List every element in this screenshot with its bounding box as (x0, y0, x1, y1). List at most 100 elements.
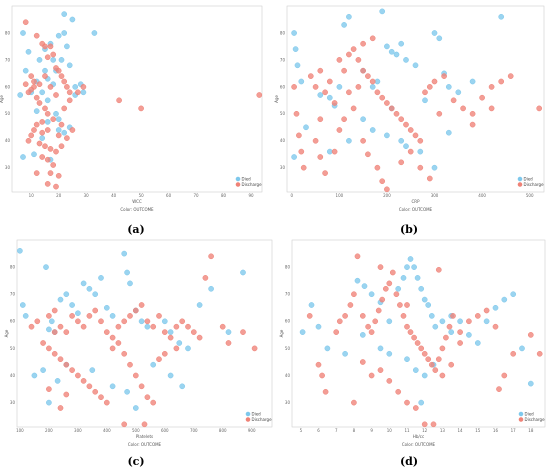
x-axis-label: Hb/cc (413, 434, 424, 439)
x-tick-label: 16 (493, 428, 499, 433)
scatter-point (42, 105, 48, 112)
scatter-point (483, 318, 490, 325)
scatter-point (428, 361, 435, 368)
scatter-point (127, 313, 133, 319)
scatter-point (124, 269, 130, 276)
scatter-point (360, 137, 366, 144)
scatter-point (355, 57, 362, 63)
scatter-point (407, 127, 414, 133)
y-tick-label: 60 (280, 84, 286, 89)
x-tick-label: 500 (526, 193, 534, 198)
scatter-point (55, 127, 62, 133)
scatter-point (92, 291, 99, 298)
x-tick-label: 14 (458, 428, 464, 433)
scatter-point (63, 291, 70, 298)
y-tick-label: 50 (280, 111, 286, 116)
scatter-point (98, 275, 104, 281)
x-tick-label: 900 (248, 428, 256, 433)
scatter-point (132, 405, 139, 411)
scatter-point (138, 302, 145, 308)
series-died (17, 247, 246, 411)
scatter-point (44, 156, 51, 163)
x-tick-label: 700 (190, 428, 198, 433)
scatter-point (404, 323, 410, 330)
scatter-point (40, 340, 46, 346)
scatter-point (89, 367, 96, 373)
legend-label-died: Died (252, 411, 262, 416)
scatter-point (425, 356, 432, 363)
scatter-point (388, 105, 395, 112)
y-axis-label: Age (274, 95, 279, 103)
scatter-point (315, 323, 322, 330)
scatter-point (361, 283, 368, 289)
x-tick-label: 100 (336, 193, 344, 198)
scatter-point (379, 178, 386, 185)
scatter-point (432, 323, 439, 330)
scatter-point (109, 313, 116, 319)
scatter-point (375, 307, 382, 314)
scatter-point (202, 275, 209, 281)
scatter-point (156, 313, 162, 319)
scatter-point (446, 323, 453, 330)
scatter-point (428, 313, 435, 319)
scatter-point (350, 105, 357, 112)
scatter-point (333, 329, 340, 335)
y-tick-label: 80 (10, 265, 16, 270)
scatter-point (61, 78, 68, 85)
y-tick-label: 60 (285, 319, 291, 324)
scatter-point (33, 121, 40, 128)
scatter-point (33, 170, 40, 176)
scatter-point (75, 318, 81, 325)
scatter-point (384, 132, 390, 139)
y-axis-label: Age (0, 95, 4, 103)
scatter-point (46, 386, 52, 392)
scatter-point (331, 100, 338, 106)
scatter-point (47, 43, 54, 50)
scatter-point (457, 340, 463, 346)
scatter-point (354, 253, 361, 260)
scatter-point (360, 40, 366, 47)
x-tick-label: 80 (221, 193, 227, 198)
color-caption: Color: OUTCOME (120, 207, 154, 212)
scatter-point (17, 247, 23, 254)
scatter-point (61, 11, 68, 17)
legend-label-died: Died (525, 411, 535, 416)
scatter-point (44, 110, 51, 117)
scatter-point (92, 307, 99, 314)
scatter-point (167, 372, 174, 379)
scatter-point (315, 361, 322, 368)
scatter-point (422, 89, 428, 96)
scatter-point (36, 100, 43, 106)
legend-swatch-discharge (517, 182, 523, 187)
scatter-point (17, 92, 24, 98)
scatter-point (341, 22, 347, 28)
scatter-point (80, 280, 87, 287)
scatter-point (54, 378, 61, 384)
legend-swatch-discharge (245, 417, 251, 422)
scatter-point (386, 280, 393, 287)
scatter-point (469, 121, 476, 128)
x-tick-label: 8 (353, 428, 356, 433)
scatter-point (33, 94, 40, 101)
x-tick-label: 20 (56, 193, 62, 198)
scatter-point (317, 67, 324, 74)
scatter-point (377, 367, 384, 373)
scatter-point (57, 405, 64, 411)
legend-swatch-died (245, 411, 251, 417)
scatter-point (92, 388, 99, 395)
scatter-point (455, 89, 462, 96)
scatter-point (298, 78, 305, 85)
scatter-point (44, 181, 51, 187)
scatter-point (308, 302, 315, 308)
y-tick-label: 30 (5, 165, 11, 170)
plot-frame (11, 5, 263, 193)
y-tick-label: 70 (280, 57, 286, 62)
scatter-point (412, 405, 419, 411)
scatter-point (460, 105, 466, 112)
scatter-point (53, 92, 59, 98)
scatter-point (400, 275, 407, 281)
x-tick-label: 6 (317, 428, 320, 433)
scatter-point (341, 67, 347, 74)
scatter-point (42, 67, 48, 74)
panel-label: (b) (400, 223, 418, 236)
